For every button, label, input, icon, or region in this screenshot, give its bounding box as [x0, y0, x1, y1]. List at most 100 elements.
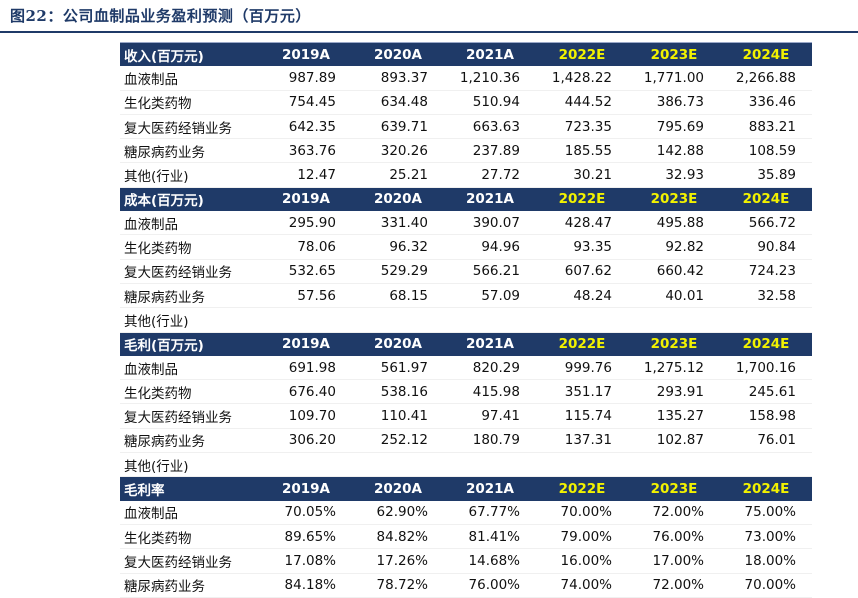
value-cell: 14.68% [444, 548, 536, 574]
value-cell: 428.47 [536, 211, 628, 236]
value-cell: 76.00% [444, 573, 536, 598]
value-cell: 68.15 [352, 283, 444, 309]
value-cell: 1,700.16 [720, 355, 812, 381]
year-header: 2019A [260, 331, 352, 356]
value-cell: 883.21 [720, 114, 812, 140]
value-cell: 1,771.00 [628, 66, 720, 91]
value-cell: 723.35 [536, 114, 628, 140]
row-label: 血液制品 [120, 500, 260, 525]
value-cell: 72.00% [628, 573, 720, 598]
row-label: 其他(行业) [120, 307, 260, 333]
value-cell: 660.42 [628, 259, 720, 284]
row-label: 生化类药物 [120, 234, 260, 260]
table-row: 血液制品 70.05% 62.90% 67.77% 70.00% 72.00% 75.00% [120, 500, 812, 525]
value-cell: 634.48 [352, 90, 444, 115]
year-header: 2024E [720, 42, 812, 67]
value-cell: 48.24 [536, 283, 628, 309]
value-cell: 25.21 [352, 162, 444, 188]
year-header: 2020A [352, 186, 444, 212]
value-cell: 1,275.12 [628, 355, 720, 381]
table-row: 糖尿病药业务 57.56 68.15 57.09 48.24 40.01 32.58 [120, 283, 812, 309]
figure-caption: 图22：公司血制品业务盈利预测（百万元） [10, 7, 311, 25]
year-header: 2022E [536, 476, 628, 501]
table-row: 糖尿病药业务 363.76 320.26 237.89 185.55 142.88 108.… [120, 138, 812, 164]
value-cell: 351.17 [536, 379, 628, 405]
value-cell: 18.00% [720, 548, 812, 574]
value-cell: 363.76 [260, 138, 352, 164]
table-row: 糖尿病药业务 84.18% 78.72% 76.00% 74.00% 72.00% 70.0… [120, 573, 812, 598]
row-label: 复大医药经销业务 [120, 114, 260, 140]
year-header: 2021A [444, 186, 536, 212]
value-cell: 35.89 [720, 162, 812, 188]
profit-forecast-table: 收入(百万元) 2019A 2020A 2021A 2022E 2023E 2024E 血液制… [120, 42, 812, 598]
value-cell: 16.00% [536, 548, 628, 574]
value-cell: 30.21 [536, 162, 628, 188]
table-row: 复大医药经销业务 109.70 110.41 97.41 115.74 135.27 158… [120, 403, 812, 429]
value-cell: 94.96 [444, 234, 536, 260]
row-label: 糖尿病药业务 [120, 138, 260, 164]
value-cell: 987.89 [260, 66, 352, 91]
caption-divider [0, 31, 858, 33]
value-cell: 185.55 [536, 138, 628, 164]
value-cell: 109.70 [260, 403, 352, 429]
table-row: 复大医药经销业务 17.08% 17.26% 14.68% 16.00% 17.00% 18… [120, 548, 812, 574]
value-cell: 40.01 [628, 283, 720, 309]
row-label: 生化类药物 [120, 90, 260, 115]
value-cell: 444.52 [536, 90, 628, 115]
value-cell: 415.98 [444, 379, 536, 405]
section-header-row: 成本(百万元) 2019A 2020A 2021A 2022E 2023E 2024E [120, 186, 812, 212]
section-title: 毛利(百万元) [120, 331, 260, 356]
value-cell: 142.88 [628, 138, 720, 164]
table-row: 血液制品 987.89 893.37 1,210.36 1,428.22 1,771.00… [120, 66, 812, 91]
value-cell: 74.00% [536, 573, 628, 598]
value-cell: 72.00% [628, 500, 720, 525]
year-header: 2022E [536, 331, 628, 356]
value-cell: 93.35 [536, 234, 628, 260]
value-cell: 642.35 [260, 114, 352, 140]
value-cell: 893.37 [352, 66, 444, 91]
section-header-row: 毛利(百万元) 2019A 2020A 2021A 2022E 2023E 2024E [120, 331, 812, 356]
value-cell: 110.41 [352, 403, 444, 429]
value-cell: 70.05% [260, 500, 352, 525]
table-row: 血液制品 295.90 331.40 390.07 428.47 495.88 566.72 [120, 211, 812, 236]
value-cell [720, 307, 812, 333]
value-cell: 102.87 [628, 428, 720, 454]
value-cell: 320.26 [352, 138, 444, 164]
value-cell: 510.94 [444, 90, 536, 115]
value-cell: 691.98 [260, 355, 352, 381]
year-header: 2020A [352, 476, 444, 501]
row-label: 糖尿病药业务 [120, 573, 260, 598]
value-cell: 724.23 [720, 259, 812, 284]
value-cell: 538.16 [352, 379, 444, 405]
value-cell: 566.21 [444, 259, 536, 284]
section-header-row: 收入(百万元) 2019A 2020A 2021A 2022E 2023E 2024E [120, 42, 812, 67]
value-cell: 795.69 [628, 114, 720, 140]
table-row: 复大医药经销业务 532.65 529.29 566.21 607.62 660.42 72… [120, 259, 812, 284]
value-cell [260, 452, 352, 478]
value-cell: 820.29 [444, 355, 536, 381]
value-cell: 180.79 [444, 428, 536, 454]
value-cell [444, 307, 536, 333]
value-cell: 79.00% [536, 524, 628, 550]
year-header: 2024E [720, 331, 812, 356]
value-cell: 566.72 [720, 211, 812, 236]
value-cell: 70.00% [720, 573, 812, 598]
value-cell: 532.65 [260, 259, 352, 284]
value-cell: 754.45 [260, 90, 352, 115]
value-cell: 245.61 [720, 379, 812, 405]
value-cell: 158.98 [720, 403, 812, 429]
value-cell: 75.00% [720, 500, 812, 525]
year-header: 2020A [352, 42, 444, 67]
row-label: 血液制品 [120, 355, 260, 381]
table-row: 复大医药经销业务 642.35 639.71 663.63 723.35 795.69 88… [120, 114, 812, 140]
value-cell [720, 452, 812, 478]
value-cell: 57.09 [444, 283, 536, 309]
year-header: 2022E [536, 186, 628, 212]
section-title: 毛利率 [120, 476, 260, 501]
table-row: 生化类药物 89.65% 84.82% 81.41% 79.00% 76.00% 73.00… [120, 524, 812, 550]
year-header: 2019A [260, 476, 352, 501]
table-row: 生化类药物 676.40 538.16 415.98 351.17 293.91 245.6… [120, 379, 812, 405]
value-cell: 78.06 [260, 234, 352, 260]
value-cell: 1,428.22 [536, 66, 628, 91]
row-label: 生化类药物 [120, 524, 260, 550]
